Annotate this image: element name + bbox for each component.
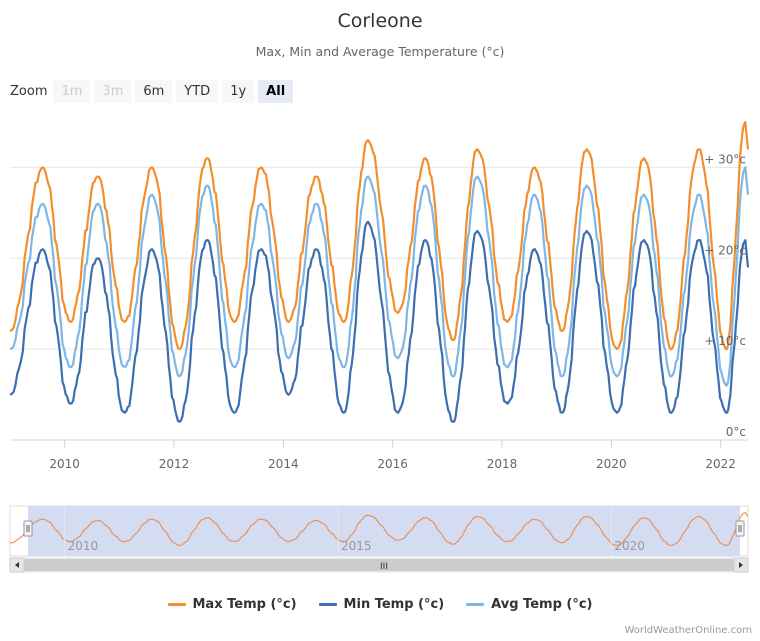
x-tick-label: 2016 xyxy=(377,457,408,471)
navigator-left-handle[interactable] xyxy=(23,520,33,537)
zoom-ytd-button[interactable]: YTD xyxy=(176,79,219,103)
scrollbar-grip: III xyxy=(380,562,388,572)
y-tick-label: + 10°c xyxy=(704,334,746,348)
chevron-right-icon xyxy=(739,562,743,568)
zoom-1y-button[interactable]: 1y xyxy=(222,79,255,103)
legend-swatch-avg xyxy=(466,603,485,606)
y-tick-label: + 20°c xyxy=(704,243,746,257)
x-tick-label: 2012 xyxy=(159,457,190,471)
y-tick-label: 0°c xyxy=(726,425,746,439)
legend-label-max: Max Temp (°c) xyxy=(192,597,297,612)
x-tick-label: 2018 xyxy=(487,457,518,471)
legend-label-avg: Avg Temp (°c) xyxy=(491,597,593,612)
x-tick-label: 2020 xyxy=(596,457,627,471)
series-line-avg-temp xyxy=(9,166,750,387)
credit-link[interactable]: WorldWeatherOnline.com xyxy=(624,625,752,636)
legend-item-min[interactable]: Min Temp (°c) xyxy=(318,597,445,612)
zoom-label: Zoom xyxy=(10,83,48,99)
x-tick-label: 2014 xyxy=(268,457,299,471)
legend-item-avg[interactable]: Avg Temp (°c) xyxy=(466,597,592,612)
chart-title: Corleone xyxy=(337,10,423,32)
zoom-3m-button[interactable]: 3m xyxy=(94,79,132,103)
zoom-1m-button[interactable]: 1m xyxy=(53,79,91,103)
series-line-min-temp xyxy=(9,220,750,423)
x-tick-label: 2010 xyxy=(49,457,80,471)
zoom-all-button[interactable]: All xyxy=(258,79,294,103)
scrollbar-thumb[interactable] xyxy=(24,559,734,571)
navigator-year-label: 2020 xyxy=(614,539,645,553)
legend-item-max[interactable]: Max Temp (°c) xyxy=(167,597,297,612)
series-line-max-temp xyxy=(9,120,750,351)
navigator-year-label: 2010 xyxy=(68,539,99,553)
navigator-selection xyxy=(28,506,740,556)
chevron-left-icon xyxy=(15,562,19,568)
legend-label-min: Min Temp (°c) xyxy=(343,597,445,612)
navigator-series-line xyxy=(9,511,749,547)
legend: Max Temp (°c) Min Temp (°c) Avg Temp (°c… xyxy=(0,597,760,612)
zoom-6m-button[interactable]: 6m xyxy=(135,79,173,103)
zoom-selector: Zoom 1m 3m 6m YTD 1y All xyxy=(10,78,297,104)
legend-swatch-max xyxy=(167,603,186,606)
x-tick-label: 2022 xyxy=(705,457,736,471)
navigator-right-handle[interactable] xyxy=(735,520,745,537)
chart-subtitle: Max, Min and Average Temperature (°c) xyxy=(255,44,505,59)
y-tick-label: + 30°c xyxy=(704,152,746,166)
navigator-year-label: 2015 xyxy=(341,539,372,553)
legend-swatch-min xyxy=(318,603,337,606)
